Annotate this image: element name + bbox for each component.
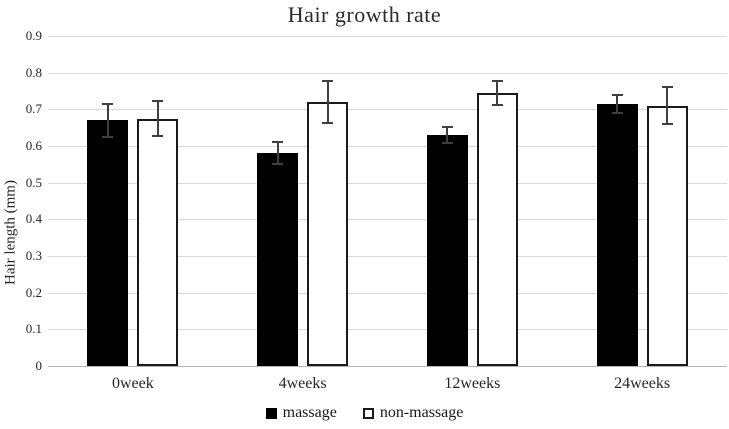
legend: massage non-massage — [0, 404, 729, 422]
error-bar-cap-bottom — [322, 121, 334, 124]
error-bar-line — [446, 126, 449, 144]
y-tick-label: 0.9 — [25, 28, 42, 43]
chart-title: Hair growth rate — [287, 2, 442, 27]
gridline — [48, 329, 727, 331]
error-bar-line — [276, 142, 279, 165]
y-tick-label: 0.6 — [25, 138, 42, 153]
error-bar-line — [666, 87, 669, 124]
x-tick-label: 24weeks — [614, 375, 671, 392]
legend-item-massage: massage — [265, 404, 337, 422]
error-bar-cap-bottom — [441, 142, 453, 145]
error-bar-line — [496, 80, 499, 105]
x-tick-label: 4weeks — [278, 375, 327, 392]
error-bar-cap-bottom — [491, 103, 503, 106]
gridline — [48, 292, 727, 294]
gridline — [48, 219, 727, 221]
bar-massage-24weeks — [596, 103, 638, 366]
x-tick-label: 12weeks — [444, 375, 501, 392]
bar-non-massage-0week — [137, 118, 179, 366]
error-bar-cap-top — [491, 79, 503, 82]
y-tick-label: 0.3 — [25, 248, 42, 263]
gridline — [48, 256, 727, 257]
gridline — [48, 72, 727, 74]
legend-label-massage: massage — [282, 404, 337, 421]
y-tick-label: 0.4 — [25, 211, 42, 227]
error-bar-cap-bottom — [102, 135, 114, 138]
error-bar-line — [326, 81, 329, 123]
legend-swatch-massage — [265, 407, 277, 419]
x-tick-label: 0week — [111, 375, 154, 392]
bar-non-massage-12weeks — [476, 92, 518, 366]
gridline — [48, 182, 727, 184]
gridline — [48, 36, 727, 37]
x-axis-line — [48, 366, 727, 367]
legend-swatch-non-massage — [362, 407, 374, 419]
y-tick-label: 0.5 — [25, 174, 42, 190]
error-bar-cap-bottom — [152, 134, 164, 137]
error-bar-cap-top — [661, 86, 673, 89]
error-bar-cap-top — [441, 125, 453, 128]
y-tick-label: 0 — [35, 358, 43, 373]
error-bar-cap-bottom — [272, 163, 284, 166]
error-bar-line — [616, 94, 619, 113]
error-bar-cap-bottom — [611, 112, 623, 114]
legend-item-non-massage: non-massage — [362, 404, 464, 422]
bar-massage-0week — [87, 120, 129, 366]
bar-non-massage-4weeks — [307, 102, 349, 366]
y-tick-label: 0.2 — [25, 284, 42, 300]
error-bar-cap-top — [152, 100, 164, 103]
bar-non-massage-24weeks — [646, 105, 688, 366]
legend-label-non-massage: non-massage — [379, 404, 464, 421]
error-bar-cap-top — [272, 141, 284, 144]
error-bar-cap-bottom — [661, 123, 673, 125]
error-bar-line — [156, 101, 159, 136]
error-bar-cap-top — [611, 93, 623, 96]
gridline — [48, 109, 727, 111]
error-bar-line — [106, 103, 109, 137]
y-tick-label: 0.8 — [25, 64, 42, 80]
error-bar-cap-top — [322, 80, 334, 83]
bar-massage-12weeks — [426, 135, 468, 366]
error-bar-cap-top — [102, 102, 114, 105]
gridline — [48, 146, 727, 147]
bar-massage-4weeks — [257, 153, 299, 366]
y-tick-label: 0.7 — [25, 101, 42, 117]
y-tick-label: 0.1 — [25, 321, 42, 337]
